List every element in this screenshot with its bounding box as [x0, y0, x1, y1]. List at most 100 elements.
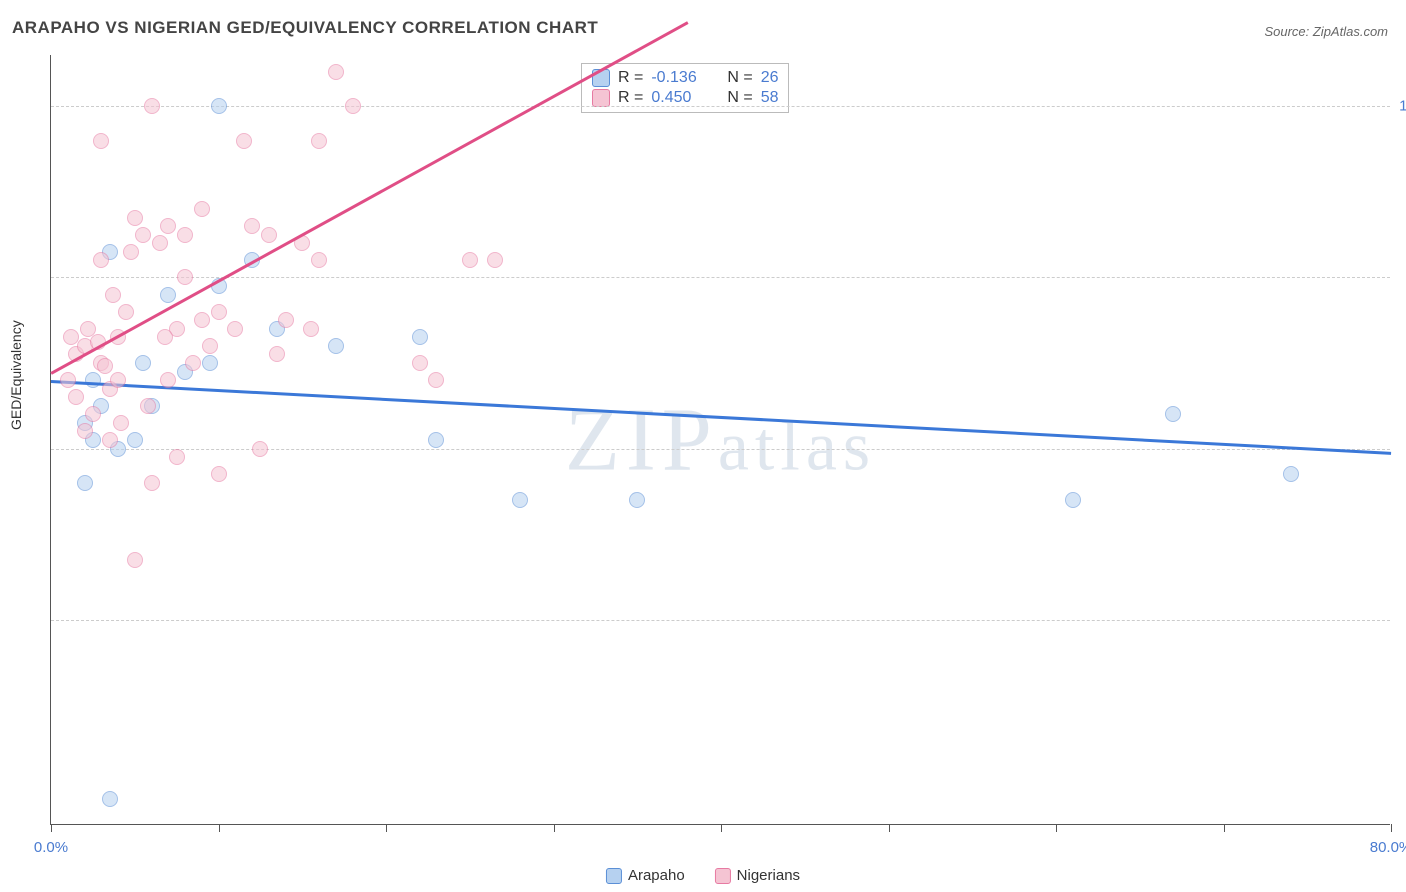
- legend-item: Arapaho: [606, 867, 685, 884]
- data-point: [93, 252, 109, 268]
- x-tick-label: 0.0%: [34, 839, 68, 856]
- data-point: [123, 244, 139, 260]
- data-point: [211, 304, 227, 320]
- data-point: [110, 372, 126, 388]
- data-point: [328, 338, 344, 354]
- data-point: [160, 287, 176, 303]
- data-point: [236, 133, 252, 149]
- data-point: [311, 133, 327, 149]
- plot-area: ZIPatlas R =-0.136N =26R =0.450N =58 70.…: [50, 55, 1390, 825]
- legend-swatch: [592, 89, 610, 107]
- data-point: [1165, 406, 1181, 422]
- x-tick: [219, 824, 220, 832]
- data-point: [102, 791, 118, 807]
- data-point: [68, 389, 84, 405]
- data-point: [303, 321, 319, 337]
- data-point: [169, 449, 185, 465]
- x-tick: [386, 824, 387, 832]
- data-point: [345, 98, 361, 114]
- data-point: [1065, 492, 1081, 508]
- r-value: 0.450: [651, 89, 711, 107]
- data-point: [127, 432, 143, 448]
- x-tick: [554, 824, 555, 832]
- data-point: [157, 329, 173, 345]
- legend-label: Arapaho: [628, 867, 685, 884]
- n-value: 26: [761, 69, 779, 87]
- data-point: [60, 372, 76, 388]
- data-point: [135, 227, 151, 243]
- x-tick: [889, 824, 890, 832]
- y-tick-label: 100.0%: [1399, 98, 1406, 115]
- data-point: [93, 133, 109, 149]
- data-point: [629, 492, 645, 508]
- n-value: 58: [761, 89, 779, 107]
- data-point: [127, 552, 143, 568]
- data-point: [278, 312, 294, 328]
- trend-line: [50, 21, 688, 374]
- x-tick: [721, 824, 722, 832]
- data-point: [428, 372, 444, 388]
- x-tick: [51, 824, 52, 832]
- data-point: [412, 355, 428, 371]
- data-point: [118, 304, 134, 320]
- data-point: [211, 466, 227, 482]
- legend-swatch: [715, 868, 731, 884]
- chart-title: ARAPAHO VS NIGERIAN GED/EQUIVALENCY CORR…: [12, 18, 598, 38]
- data-point: [1283, 466, 1299, 482]
- data-point: [487, 252, 503, 268]
- gridline: [51, 620, 1390, 621]
- data-point: [140, 398, 156, 414]
- gridline: [51, 277, 1390, 278]
- watermark: ZIPatlas: [565, 388, 876, 491]
- data-point: [85, 372, 101, 388]
- data-point: [160, 218, 176, 234]
- data-point: [227, 321, 243, 337]
- legend-row: R = 0.450 N = 58: [592, 88, 778, 108]
- data-point: [105, 287, 121, 303]
- data-point: [152, 235, 168, 251]
- x-tick: [1224, 824, 1225, 832]
- trend-line: [51, 380, 1391, 454]
- x-tick-label: 80.0%: [1370, 839, 1406, 856]
- data-point: [428, 432, 444, 448]
- data-point: [144, 98, 160, 114]
- data-point: [194, 201, 210, 217]
- n-label: N =: [727, 69, 752, 87]
- r-label: R =: [618, 69, 643, 87]
- data-point: [202, 355, 218, 371]
- data-point: [160, 372, 176, 388]
- data-point: [194, 312, 210, 328]
- data-point: [85, 406, 101, 422]
- r-label: R =: [618, 89, 643, 107]
- data-point: [252, 441, 268, 457]
- data-point: [135, 355, 151, 371]
- data-point: [512, 492, 528, 508]
- data-point: [328, 64, 344, 80]
- data-point: [462, 252, 478, 268]
- source-label: Source: ZipAtlas.com: [1264, 24, 1388, 39]
- data-point: [144, 475, 160, 491]
- data-point: [211, 98, 227, 114]
- series-legend: Arapaho Nigerians: [606, 867, 800, 884]
- data-point: [77, 475, 93, 491]
- r-value: -0.136: [651, 69, 711, 87]
- legend-swatch: [606, 868, 622, 884]
- data-point: [202, 338, 218, 354]
- data-point: [177, 227, 193, 243]
- data-point: [177, 269, 193, 285]
- data-point: [77, 423, 93, 439]
- data-point: [311, 252, 327, 268]
- data-point: [269, 346, 285, 362]
- data-point: [185, 355, 201, 371]
- x-tick: [1391, 824, 1392, 832]
- legend-item: Nigerians: [715, 867, 800, 884]
- data-point: [412, 329, 428, 345]
- n-label: N =: [727, 89, 752, 107]
- data-point: [127, 210, 143, 226]
- x-tick: [1056, 824, 1057, 832]
- data-point: [244, 218, 260, 234]
- data-point: [97, 358, 113, 374]
- y-axis-label: GED/Equivalency: [8, 320, 24, 430]
- legend-row: R = -0.136 N = 26: [592, 68, 778, 88]
- data-point: [63, 329, 79, 345]
